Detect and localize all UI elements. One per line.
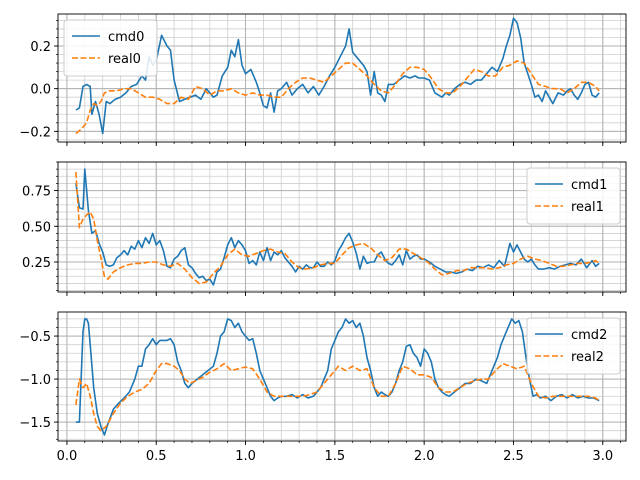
legend-label: real1 [571,200,604,215]
subplot-1: 0.25 0.50 0.75 cmd1 real1 [22,161,627,296]
series-line-real0 [75,60,600,135]
y-tick-label: 0.25 [22,256,51,271]
x-tick-label: 2.0 [414,449,435,464]
y-tick-label: −0.5 [19,330,51,345]
y-tick-label: 0.0 [30,83,51,98]
axes-frame [57,13,627,143]
legend-box [63,19,158,77]
legend-box [526,317,621,375]
legend-box [526,167,621,225]
axes-frame [57,311,627,442]
series-line-real1 [75,171,600,285]
x-tick-label: 1.0 [235,449,256,464]
subplot-0: −0.2 0.0 0.2 cmd0 real0 [19,13,627,146]
y-tick-label: −0.2 [19,125,51,140]
x-tick-label: 0.5 [146,449,167,464]
series-line-cmd2 [75,318,600,436]
y-tick-label: −1.0 [19,373,51,388]
x-tick-label: 1.5 [325,449,346,464]
legend-label: cmd2 [571,328,607,343]
y-tick-label: 0.50 [22,220,51,235]
x-tick-label: 3.0 [592,449,613,464]
legend-label: cmd1 [571,178,607,193]
legend-label: real2 [571,350,604,365]
y-tick-label: 0.75 [22,185,51,200]
legend: cmd0 real0 [63,19,158,77]
subplot-2: 0.0 0.5 1.0 1.5 2.0 2.5 3.0 −1.5 −1.0 −0.5 cmd2 rea… [19,311,627,464]
legend: cmd1 real1 [526,167,621,225]
x-tick-label: 0.0 [57,449,78,464]
legend: cmd2 real2 [526,317,621,375]
axes-frame [57,161,627,293]
legend-label: cmd0 [108,30,144,45]
y-tick-label: −1.5 [19,416,51,431]
legend-label: real0 [108,52,141,67]
series-line-real2 [75,362,600,432]
y-tick-label: 0.2 [30,40,51,55]
x-tick-label: 2.5 [503,449,524,464]
